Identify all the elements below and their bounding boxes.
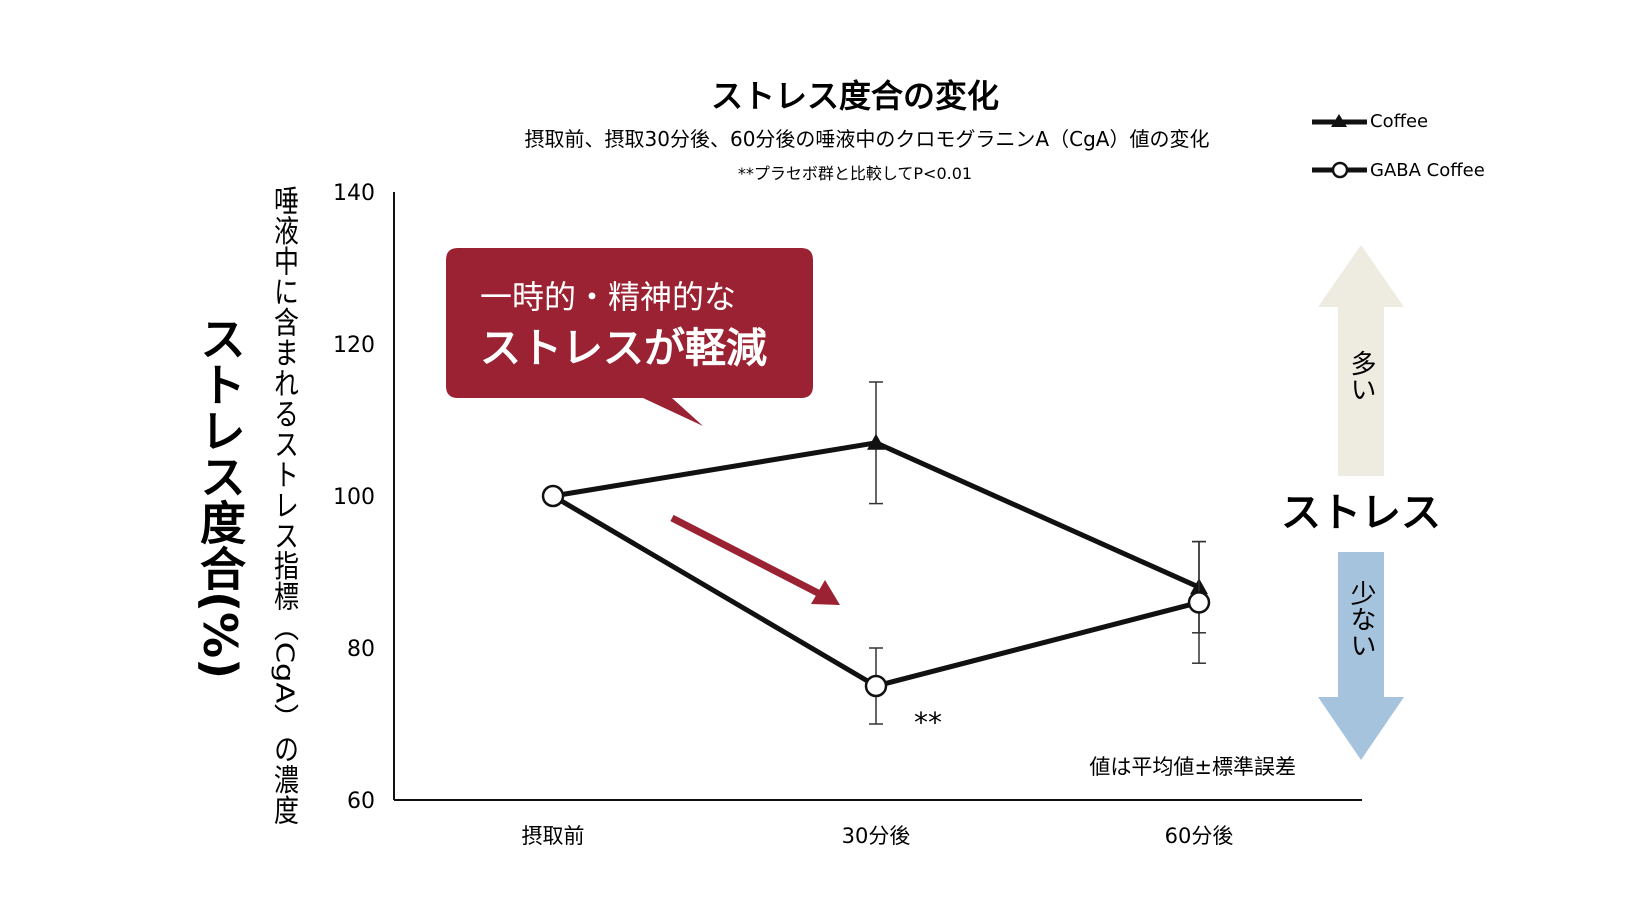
y-tick-label: 60 — [347, 789, 375, 814]
significance-note: **プラセボ群と比較してP<0.01 — [738, 164, 972, 183]
y-tick-label: 80 — [347, 637, 375, 662]
data-point-circle — [541, 484, 565, 508]
legend-coffee-label: Coffee — [1370, 111, 1428, 132]
y-axis-sub-label: 唾液中に含まれるストレス指標（CgA）の濃度 — [271, 185, 300, 825]
x-tick-labels: 摂取前 30分後 60分後 — [522, 824, 1234, 848]
error-note: 値は平均値±標準誤差 — [1089, 755, 1296, 779]
callout-bubble: 一時的・精神的な ストレスが軽減 — [446, 248, 813, 426]
chart-subtitle: 摂取前、摂取30分後、60分後の唾液中のクロモグラニンA（CgA）値の変化 — [525, 127, 1210, 151]
stress-down-arrow — [1318, 552, 1404, 760]
legend-circle-icon — [1331, 161, 1349, 179]
x-tick-label: 摂取前 — [522, 824, 585, 848]
series-coffee — [544, 381, 1208, 634]
legend-gaba-label: GABA Coffee — [1370, 160, 1485, 181]
trend-arrow — [670, 514, 840, 605]
legend: Coffee GABA Coffee — [1312, 111, 1485, 181]
y-tick-label: 140 — [333, 181, 375, 206]
trend-arrow-line — [670, 514, 820, 597]
series-layer — [541, 381, 1211, 725]
callout-line1: 一時的・精神的な — [480, 278, 736, 316]
chart-title: ストレス度合の変化 — [711, 77, 999, 115]
legend-triangle-icon — [1331, 114, 1347, 127]
stress-label: ストレス — [1281, 490, 1441, 536]
stress-more-label: 多い — [1346, 350, 1376, 402]
stress-up-arrow — [1318, 245, 1404, 476]
data-point-triangle — [867, 433, 885, 450]
series-gaba-coffee — [541, 484, 1211, 725]
y-axis-main-label: ストレス度合(%) — [193, 315, 247, 679]
callout-line2: ストレスが軽減 — [480, 324, 767, 372]
trend-arrow-head — [811, 580, 840, 605]
significance-marker: ** — [914, 706, 942, 739]
stress-less-label: 少ない — [1346, 580, 1376, 658]
x-tick-label: 30分後 — [842, 824, 911, 848]
y-tick-label: 100 — [333, 485, 375, 510]
callout-shape — [446, 248, 813, 426]
data-point-circle — [1187, 591, 1211, 614]
y-tick-labels: 140 120 100 80 60 — [333, 181, 375, 814]
x-tick-label: 60分後 — [1165, 824, 1234, 848]
stress-scale: 多い ストレス 少ない — [1281, 245, 1441, 760]
data-point-circle — [864, 674, 888, 698]
y-tick-label: 120 — [333, 333, 375, 358]
